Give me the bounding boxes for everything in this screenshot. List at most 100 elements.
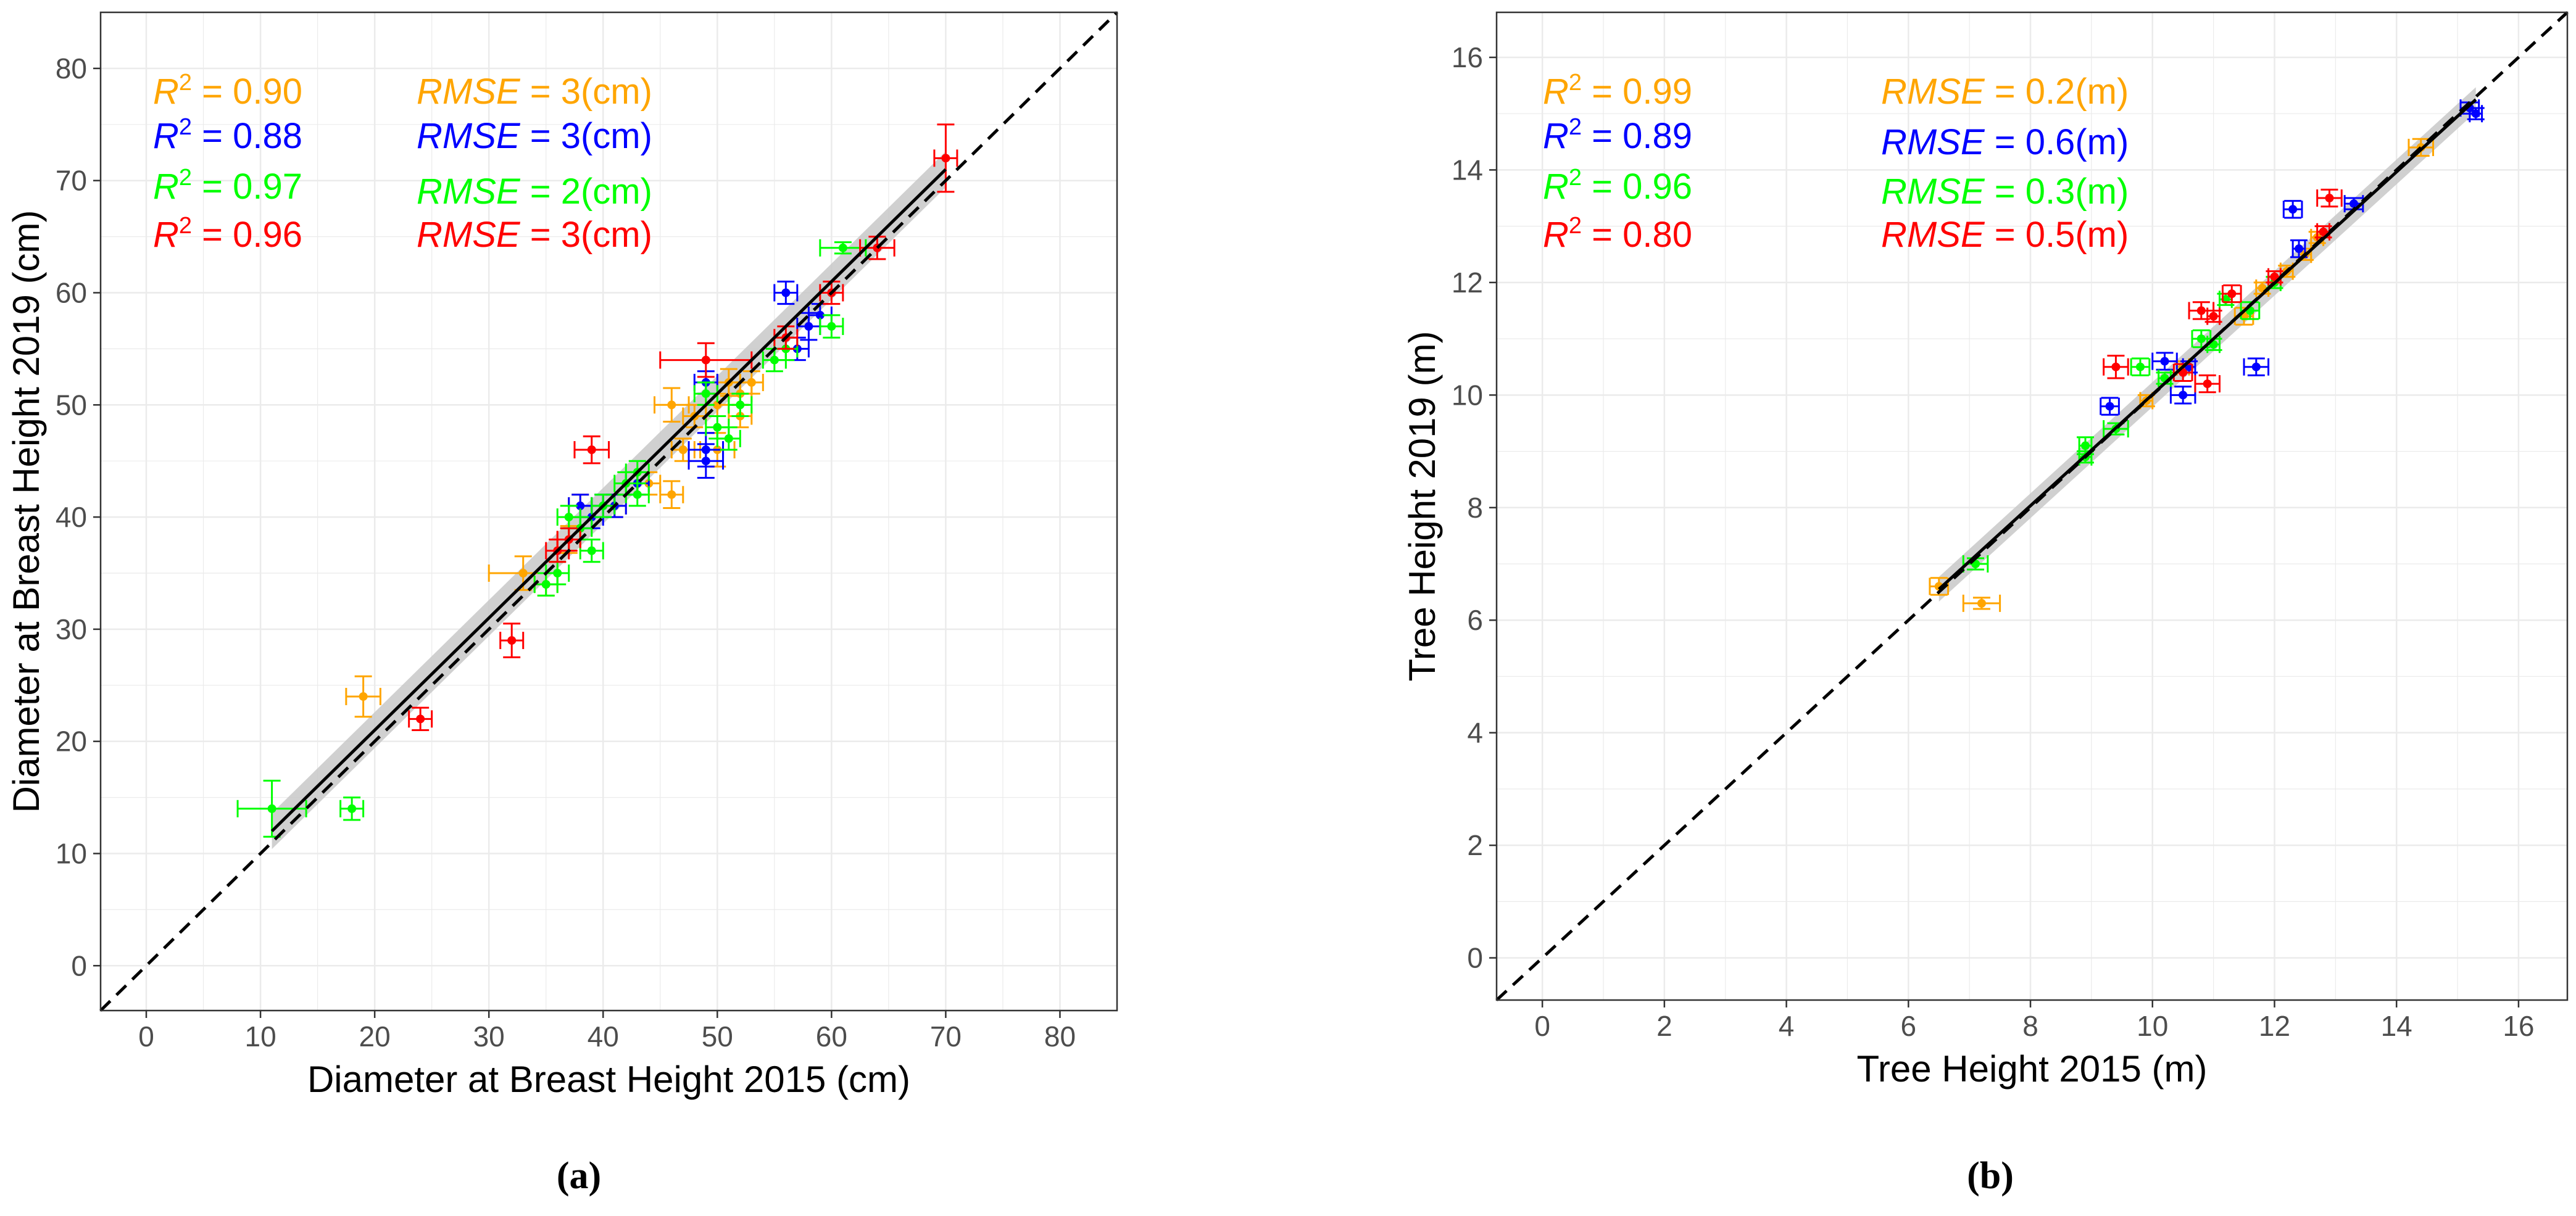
data-point <box>2172 363 2193 383</box>
rmse-label-red: RMSE = 3(cm) <box>417 215 652 255</box>
plot-border <box>1495 11 2569 1001</box>
point-marker <box>507 636 517 645</box>
data-point <box>933 123 958 193</box>
r2-label-red: R2 = 0.80 <box>1543 213 1692 255</box>
y-tick-label: 0 <box>71 949 87 982</box>
point-marker <box>701 445 710 455</box>
panel-label-a: (a) <box>557 1155 601 1197</box>
point-marker <box>2111 362 2121 371</box>
data-point <box>2243 357 2270 376</box>
point-marker <box>2179 391 2188 400</box>
series-red <box>408 123 958 732</box>
data-point <box>345 675 381 718</box>
point-marker <box>678 445 688 455</box>
x-tick-label: 70 <box>930 1020 962 1053</box>
y-tick-label: 12 <box>1452 267 1483 299</box>
point-marker <box>267 804 276 813</box>
data-point <box>654 387 690 423</box>
data-point <box>2221 284 2242 304</box>
x-tick-label: 4 <box>1779 1010 1795 1042</box>
rmse-label-blue: RMSE = 3(cm) <box>417 116 652 156</box>
point-marker <box>2105 402 2114 411</box>
point-marker <box>701 355 710 365</box>
rmse-label-orange: RMSE = 3(cm) <box>417 72 652 112</box>
point-marker <box>2288 205 2298 214</box>
r2-label-red: R2 = 0.96 <box>153 213 302 255</box>
point-marker <box>2081 441 2090 450</box>
point-marker <box>2270 272 2279 281</box>
point-marker <box>2349 199 2358 209</box>
data-point <box>728 392 753 417</box>
x-tick-label: 10 <box>2137 1010 2168 1042</box>
rmse-label-green: RMSE = 2(cm) <box>417 172 652 212</box>
point-marker <box>2251 362 2261 371</box>
point-marker <box>587 546 596 555</box>
point-marker <box>2295 244 2304 254</box>
point-marker <box>587 445 596 455</box>
x-tick-label: 6 <box>1901 1010 1917 1042</box>
point-marker <box>2196 306 2206 315</box>
point-marker <box>2319 227 2328 236</box>
y-tick-label: 4 <box>1467 717 1483 749</box>
point-marker <box>2196 334 2206 344</box>
y-tick-label: 20 <box>56 726 87 758</box>
y-tick-label: 10 <box>1452 379 1483 411</box>
point-marker <box>747 378 756 387</box>
y-tick-label: 14 <box>1452 154 1483 186</box>
y-tick-label: 10 <box>56 837 87 869</box>
x-tick-label: 0 <box>1534 1010 1550 1042</box>
point-marker <box>781 288 791 297</box>
point-marker <box>2160 357 2169 366</box>
y-tick-label: 40 <box>56 501 87 533</box>
point-marker <box>667 490 676 499</box>
point-marker <box>838 243 847 252</box>
rmse-label-red: RMSE = 0.5(m) <box>1881 215 2129 255</box>
point-marker <box>815 310 825 320</box>
data-point <box>499 622 525 658</box>
point-marker <box>576 501 585 510</box>
x-tick-label: 20 <box>359 1020 391 1053</box>
y-axis-title: Tree Height 2019 (m) <box>1402 331 1443 681</box>
x-tick-label: 80 <box>1044 1020 1076 1053</box>
point-marker <box>553 568 562 577</box>
y-tick-label: 70 <box>56 165 87 197</box>
panel-b-chart: 0 2 4 6 8 10 12 14 16 0 2 4 6 8 10 12 14 16 Tree Height 20… <box>1402 11 2569 1090</box>
point-marker <box>724 434 733 443</box>
point-marker <box>347 804 357 813</box>
x-tick-label: 16 <box>2503 1010 2534 1042</box>
y-tick-label: 6 <box>1467 604 1483 636</box>
r2-label-orange: R2 = 0.90 <box>153 70 302 112</box>
point-marker <box>667 400 676 410</box>
x-tick-label: 50 <box>702 1020 733 1053</box>
y-tick-label: 16 <box>1452 41 1483 73</box>
data-point <box>625 482 650 507</box>
data-point <box>819 314 844 339</box>
panel-a-chart: 0 10 20 30 40 50 60 70 80 0 10 20 30 40 50 60 70 80 Diamet… <box>6 11 1118 1100</box>
r2-label-blue: R2 = 0.88 <box>153 114 302 156</box>
y-axis-title: Diameter at Breast Height 2019 (cm) <box>6 210 47 813</box>
x-axis-title: Diameter at Breast Height 2015 (cm) <box>307 1059 910 1100</box>
data-point <box>2316 188 2343 208</box>
data-point <box>819 239 867 257</box>
data-point <box>339 796 365 821</box>
r2-label-blue: R2 = 0.89 <box>1543 114 1692 156</box>
data-point <box>408 706 433 732</box>
r2-label-orange: R2 = 0.99 <box>1543 70 1692 112</box>
x-tick-label: 40 <box>588 1020 619 1053</box>
data-point <box>573 435 610 465</box>
point-marker <box>770 355 779 365</box>
x-tick-label: 14 <box>2381 1010 2412 1042</box>
r2-label-green: R2 = 0.97 <box>153 165 302 207</box>
data-point <box>716 426 741 451</box>
y-tick-label: 80 <box>56 52 87 85</box>
panel-a-stats: R2 = 0.90 R2 = 0.88 R2 = 0.97 R2 = 0.96 … <box>153 70 652 255</box>
x-tick-label: 12 <box>2259 1010 2290 1042</box>
data-point <box>659 480 684 510</box>
point-marker <box>1977 598 1986 608</box>
rmse-label-orange: RMSE = 0.2(m) <box>1881 72 2129 112</box>
data-point <box>2290 239 2308 259</box>
point-marker <box>541 580 551 589</box>
data-point <box>2467 105 2485 123</box>
point-marker <box>804 322 813 331</box>
